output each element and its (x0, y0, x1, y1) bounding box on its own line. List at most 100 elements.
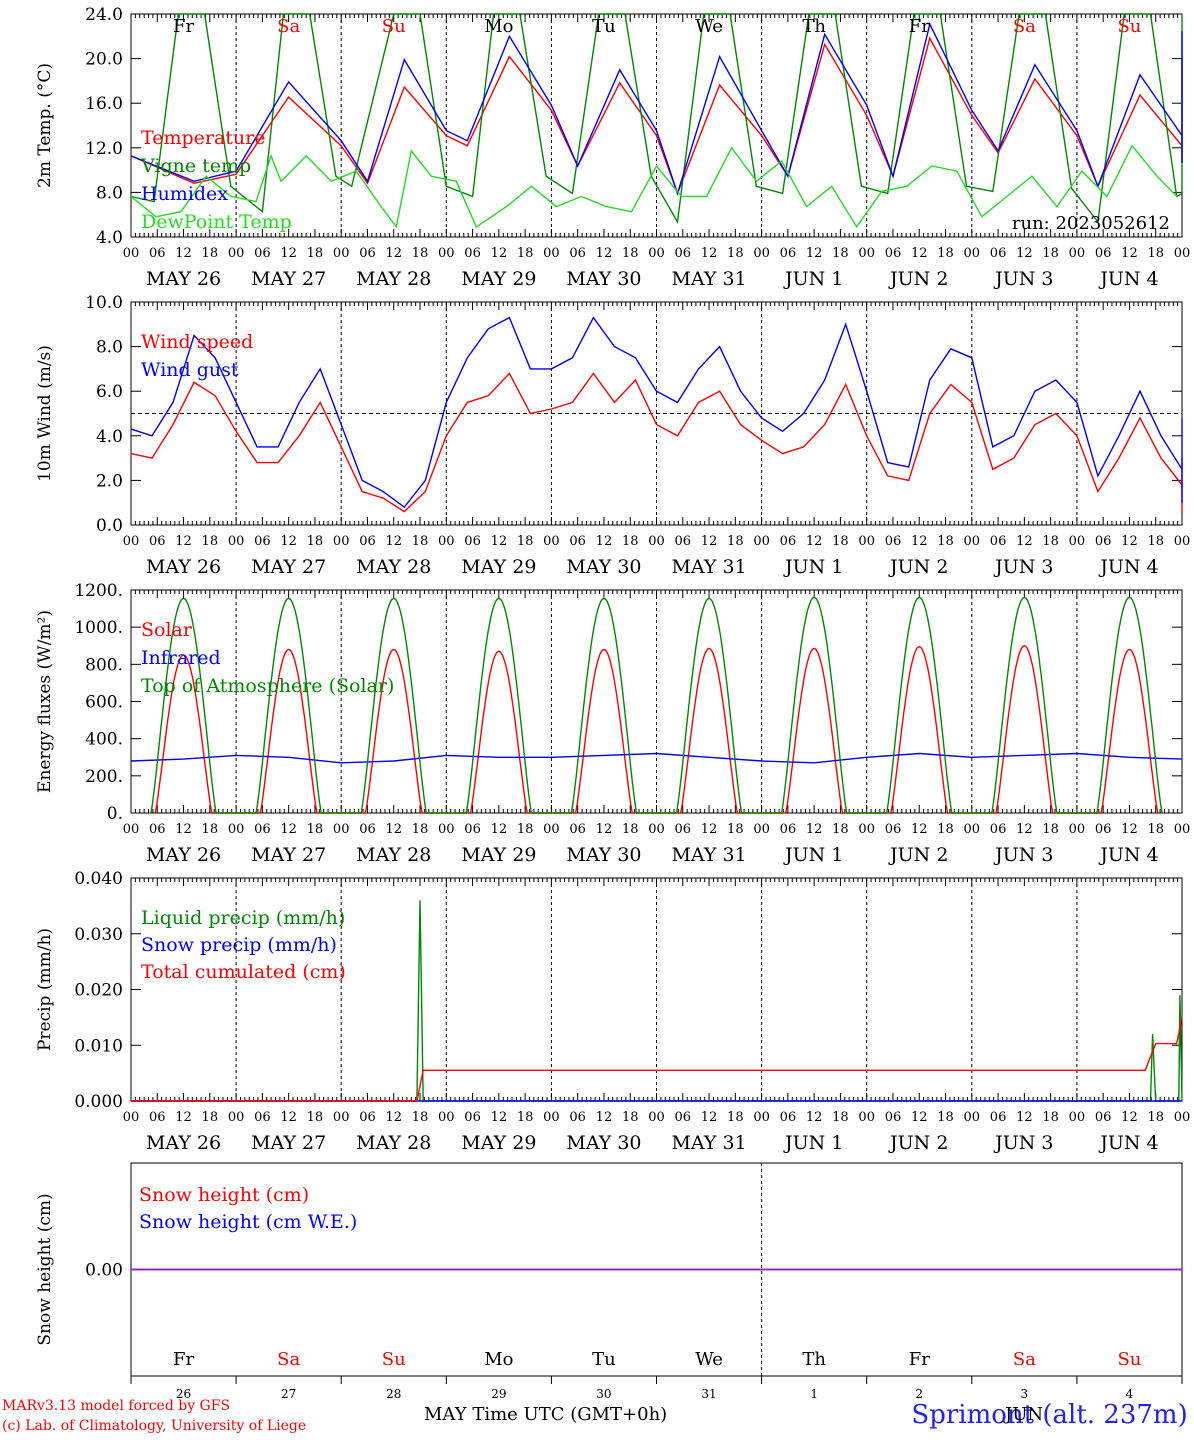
hour-label: 12 (806, 534, 823, 549)
date-label: MAY 30 (566, 268, 641, 290)
y-tick-label: 24.0 (85, 5, 123, 25)
weekday-label: Fr (909, 16, 930, 37)
date-label: JUN 1 (783, 556, 843, 578)
hour-label: 06 (569, 1110, 586, 1125)
hour-label: 06 (464, 534, 481, 549)
hour-label: 12 (806, 246, 823, 261)
series-line-infrared (130, 752, 1183, 764)
hour-label: 12 (175, 534, 192, 549)
hour-label: 00 (753, 534, 770, 549)
y-tick-label: 0.000 (74, 1092, 123, 1112)
date-label: MAY 29 (461, 1132, 536, 1154)
hour-label: 06 (149, 822, 166, 837)
hour-label: 12 (911, 534, 928, 549)
hour-label: 18 (202, 246, 219, 261)
y-tick-label: 20.0 (85, 50, 123, 70)
weekday-label: Fr (909, 1349, 930, 1370)
hour-label: 18 (832, 1110, 849, 1125)
hour-label: 00 (753, 822, 770, 837)
legend-label: Snow precip (mm/h) (141, 934, 337, 956)
hour-label: 00 (1069, 246, 1086, 261)
day-number-label: 26 (176, 1387, 191, 1401)
hour-label: 06 (780, 822, 797, 837)
y-axis-title: Snow height (cm) (35, 1193, 55, 1345)
series-line-wind-speed (130, 372, 1183, 514)
hour-label: 06 (569, 246, 586, 261)
hour-label: 18 (517, 1110, 534, 1125)
hour-label: 18 (622, 1110, 639, 1125)
weekday-label: Th (802, 16, 826, 37)
weekday-label: Fr (173, 16, 194, 37)
day-number-label: 3 (1021, 1387, 1029, 1401)
hour-label: 06 (885, 246, 902, 261)
hour-label: 18 (727, 246, 744, 261)
hour-label: 18 (1042, 1110, 1059, 1125)
legend-label: Temperature (141, 127, 265, 149)
hour-label: 12 (701, 246, 718, 261)
legend-label: Liquid precip (mm/h) (141, 907, 345, 929)
hour-label: 18 (622, 246, 639, 261)
hour-label: 06 (990, 246, 1007, 261)
hour-label: 00 (648, 246, 665, 261)
hour-label: 00 (1174, 534, 1191, 549)
date-label: JUN 2 (888, 556, 948, 578)
hour-label: 18 (1042, 822, 1059, 837)
hour-label: 00 (648, 534, 665, 549)
weekday-label: Tu (592, 1349, 616, 1370)
hour-label: 18 (1147, 1110, 1164, 1125)
hour-label: 00 (123, 1110, 140, 1125)
hour-label: 18 (1147, 246, 1164, 261)
legend-label: Solar (141, 619, 193, 641)
legend-label: Wind gust (141, 359, 239, 381)
hour-label: 00 (543, 822, 560, 837)
hour-label: 00 (438, 822, 455, 837)
hour-label: 18 (832, 534, 849, 549)
panel-4 (130, 877, 1183, 1102)
day-number-label: 4 (1126, 1387, 1134, 1401)
date-label: JUN 4 (1098, 1132, 1158, 1154)
weekday-label: Mo (484, 1349, 513, 1370)
date-label: MAY 29 (461, 844, 536, 866)
hour-label: 18 (937, 534, 954, 549)
hour-label: 06 (1095, 822, 1112, 837)
weekday-label: Su (382, 1349, 406, 1370)
date-label: JUN 3 (993, 556, 1053, 578)
hour-label: 00 (648, 1110, 665, 1125)
hour-label: 00 (543, 534, 560, 549)
hour-label: 06 (464, 822, 481, 837)
weekday-label: Tu (592, 16, 616, 37)
hour-label: 12 (385, 246, 402, 261)
date-label: MAY 28 (356, 268, 431, 290)
hour-label: 18 (1147, 534, 1164, 549)
legend-label: Snow height (cm) (139, 1184, 309, 1206)
hour-label: 00 (753, 1110, 770, 1125)
hour-label: 12 (596, 534, 613, 549)
series-line-wind-gust (130, 316, 1183, 509)
hour-label: 00 (648, 822, 665, 837)
y-tick-label: 0.010 (74, 1036, 123, 1056)
date-label: JUN 1 (783, 1132, 843, 1154)
month-label-may: MAY (424, 1404, 467, 1425)
hour-label: 06 (780, 246, 797, 261)
hour-label: 12 (1016, 1110, 1033, 1125)
y-tick-label: 600. (85, 693, 123, 713)
y-tick-label: 0.020 (74, 981, 123, 1001)
hour-label: 00 (123, 246, 140, 261)
hour-label: 12 (1016, 534, 1033, 549)
hour-label: 00 (333, 1110, 350, 1125)
hour-label: 06 (885, 534, 902, 549)
hour-label: 00 (543, 1110, 560, 1125)
hour-label: 12 (175, 822, 192, 837)
hour-label: 12 (596, 822, 613, 837)
hour-label: 12 (385, 1110, 402, 1125)
y-tick-label: 0.00 (85, 1261, 123, 1281)
y-axis-title: Precip (mm/h) (35, 928, 55, 1051)
date-label: MAY 27 (251, 844, 326, 866)
hour-label: 06 (254, 1110, 271, 1125)
hour-label: 18 (307, 534, 324, 549)
x-axis-title: Time UTC (GMT+0h) (472, 1404, 668, 1425)
hour-label: 00 (228, 1110, 245, 1125)
hour-label: 00 (858, 822, 875, 837)
hour-label: 12 (491, 822, 508, 837)
